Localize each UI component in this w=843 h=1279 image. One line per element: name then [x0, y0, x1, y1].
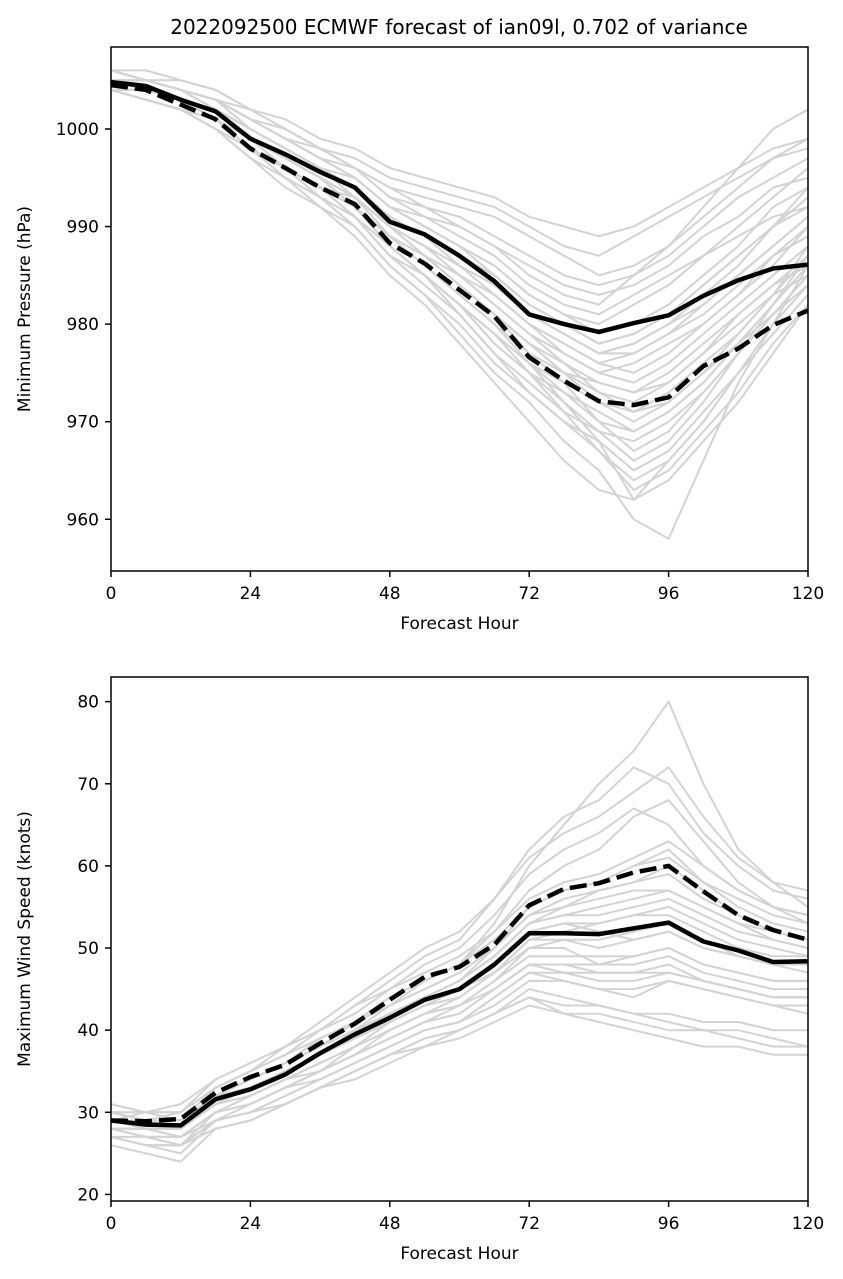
pressure-y-tick-label: 960 — [67, 510, 99, 530]
wind-member-line-13 — [111, 766, 808, 1114]
wind-series — [111, 863, 808, 1128]
wind-y-tick-label: 60 — [77, 857, 99, 877]
wind-y-tick-label: 70 — [77, 775, 99, 795]
pressure-x-tick-label: 0 — [106, 584, 117, 604]
wind-x-tick-label: 24 — [240, 1214, 262, 1234]
wind-member-line-30 — [111, 889, 808, 1130]
wind-y-tick-label: 40 — [77, 1021, 99, 1041]
pressure-member-line-21 — [111, 79, 808, 374]
pressure-member-line-29 — [111, 88, 808, 374]
pressure-y-axis-label: Minimum Pressure (hPa) — [15, 206, 35, 412]
pressure-y-tick-label: 990 — [67, 218, 99, 238]
wind-y-tick-label: 50 — [77, 939, 99, 959]
pressure-y-tick-label: 970 — [67, 413, 99, 433]
wind-dashed-mean-line — [111, 863, 808, 1124]
wind-member-line-21 — [111, 996, 808, 1147]
wind-x-tick-label: 48 — [379, 1214, 401, 1234]
wind-x-tick-label: 120 — [792, 1214, 824, 1234]
pressure-x-tick-label: 96 — [658, 584, 680, 604]
pressure-x-axis-label: Forecast Hour — [400, 614, 518, 634]
pressure-member-line-32 — [111, 69, 808, 287]
wind-x-tick-label: 0 — [106, 1214, 117, 1234]
wind-y-tick-label: 30 — [77, 1103, 99, 1123]
wind-x-ticks: 0 24 48 72 96 120 — [106, 1201, 824, 1234]
wind-member-line-29 — [111, 963, 808, 1138]
wind-y-ticks: 20 30 40 50 60 70 80 — [77, 693, 111, 1205]
pressure-x-ticks: 0 24 48 72 96 120 — [106, 571, 824, 604]
pressure-member-line-35 — [111, 88, 808, 394]
pressure-x-tick-label: 24 — [240, 584, 262, 604]
pressure-x-tick-label: 120 — [792, 584, 824, 604]
pressure-dashed-mean-line — [111, 82, 808, 408]
wind-panel: 0 24 48 72 96 120 20 30 40 50 60 70 80 Forecast Hou… — [15, 676, 824, 1264]
pressure-y-ticks: 960 970 980 990 1000 — [56, 120, 111, 530]
pressure-y-tick-label: 980 — [67, 315, 99, 335]
pressure-series — [111, 79, 808, 408]
wind-member-line-28 — [111, 873, 808, 1122]
wind-x-axis-label: Forecast Hour — [400, 1244, 518, 1264]
pressure-member-line-23 — [111, 88, 808, 501]
wind-y-tick-label: 20 — [77, 1185, 99, 1205]
wind-x-tick-label: 96 — [658, 1214, 680, 1234]
pressure-member-line-13 — [111, 69, 808, 257]
figure-title: 2022092500 ECMWF forecast of ian09l, 0.7… — [170, 15, 748, 39]
pressure-panel: 0 24 48 72 96 120 960 970 980 990 1000 Forecast H… — [15, 46, 824, 634]
pressure-solid-mean-line — [111, 79, 808, 335]
pressure-x-tick-label: 72 — [518, 584, 540, 604]
wind-solid-mean-line — [111, 920, 808, 1128]
pressure-axes-frame — [110, 46, 809, 572]
pressure-y-tick-label: 1000 — [56, 120, 99, 140]
wind-y-axis-label: Maximum Wind Speed (knots) — [15, 811, 35, 1067]
wind-x-tick-label: 72 — [518, 1214, 540, 1234]
wind-axes-frame — [110, 676, 809, 1202]
wind-member-line-26 — [111, 1004, 808, 1147]
pressure-x-tick-label: 48 — [379, 584, 401, 604]
pressure-member-line-22 — [111, 69, 808, 238]
wind-y-tick-label: 80 — [77, 693, 99, 713]
wind-member-line-25 — [111, 766, 808, 1114]
